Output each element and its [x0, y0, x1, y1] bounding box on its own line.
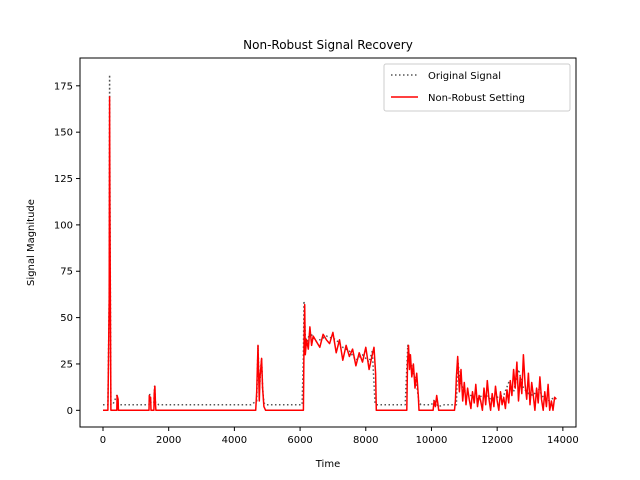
x-tick-label: 14000 [547, 435, 579, 446]
y-tick-label: 50 [60, 313, 73, 324]
y-tick-label: 150 [54, 128, 73, 139]
series-line-non-robust-setting [103, 96, 557, 412]
plot-area [103, 73, 557, 412]
x-tick-label: 8000 [353, 435, 378, 446]
plot-frame [79, 57, 577, 428]
x-tick-label: 10000 [416, 435, 448, 446]
x-tick-label: 6000 [287, 435, 312, 446]
y-tick-label: 175 [54, 81, 73, 92]
y-axis-label: Signal Magnitude [26, 199, 37, 286]
legend-box [383, 63, 571, 112]
x-axis: 0 2000 4000 6000 8000 10000 12000 14000 [100, 427, 579, 446]
x-tick-label: 12000 [481, 435, 513, 446]
x-tick-label: 4000 [222, 435, 247, 446]
y-tick-label: 75 [60, 267, 73, 278]
series-line-original-signal [103, 73, 557, 408]
y-axis: 0 25 50 75 100 125 150 175 [54, 81, 80, 417]
chart-title: Non-Robust Signal Recovery [243, 38, 413, 52]
legend-label-original-signal: Original Signal [428, 71, 501, 82]
y-tick-label: 0 [67, 406, 73, 417]
legend: Original Signal Non-Robust Setting [383, 63, 571, 112]
x-tick-label: 0 [100, 435, 106, 446]
y-tick-label: 100 [54, 220, 73, 231]
x-axis-label: Time [315, 459, 340, 470]
y-tick-label: 125 [54, 174, 73, 185]
y-tick-label: 25 [60, 359, 73, 370]
legend-label-non-robust-setting: Non-Robust Setting [428, 93, 525, 104]
x-tick-label: 2000 [156, 435, 181, 446]
